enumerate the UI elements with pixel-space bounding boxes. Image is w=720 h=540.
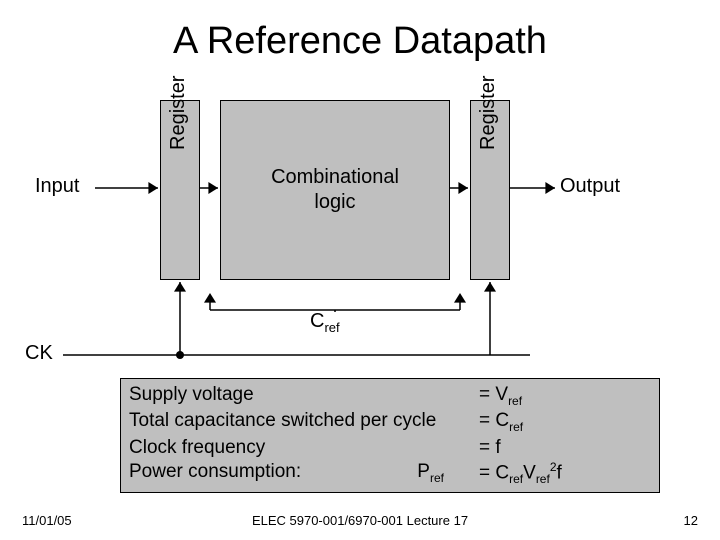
footer-page-number: 12	[684, 513, 698, 528]
ck-label: CK	[25, 342, 53, 365]
combinational-logic-block: Combinationallogic	[220, 100, 450, 280]
parameters-table: Supply voltage= VrefTotal capacitance sw…	[120, 378, 660, 493]
param-label: Power consumption: Pref	[129, 460, 479, 488]
param-label: Supply voltage	[129, 383, 479, 409]
param-value: = Cref	[479, 409, 651, 435]
param-label: Clock frequency	[129, 436, 479, 461]
param-value: = CrefVref2f	[479, 460, 651, 488]
cref-label: Cref	[310, 310, 340, 335]
param-value: = Vref	[479, 383, 651, 409]
register-1-label: Register	[167, 76, 190, 150]
param-row: Power consumption: Pref= CrefVref2f	[129, 460, 651, 488]
input-label: Input	[35, 175, 79, 198]
param-row: Total capacitance switched per cycle= Cr…	[129, 409, 651, 435]
param-label: Total capacitance switched per cycle	[129, 409, 479, 435]
param-row: Supply voltage= Vref	[129, 383, 651, 409]
footer-course: ELEC 5970-001/6970-001 Lecture 17	[0, 513, 720, 528]
slide-title: A Reference Datapath	[0, 20, 720, 63]
register-2-label: Register	[477, 76, 500, 150]
param-value: = f	[479, 436, 651, 461]
combinational-logic-label: Combinationallogic	[271, 165, 399, 215]
output-label: Output	[560, 175, 620, 198]
param-row: Clock frequency= f	[129, 436, 651, 461]
